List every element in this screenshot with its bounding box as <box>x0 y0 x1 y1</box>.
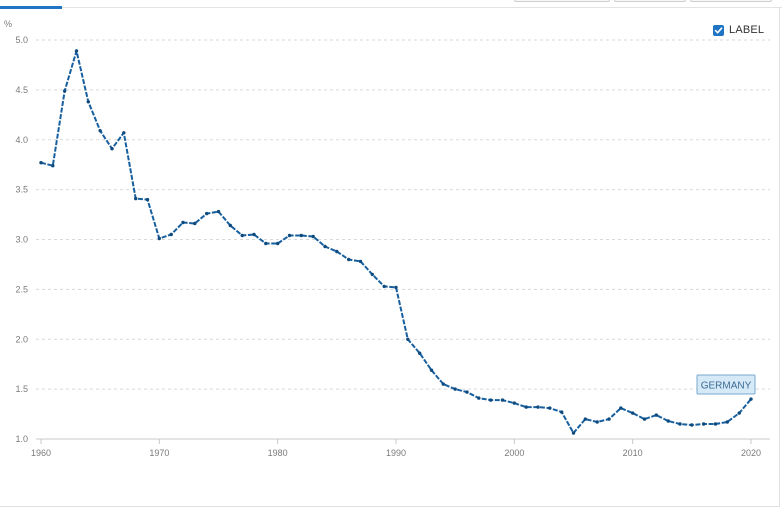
data-point[interactable] <box>370 272 374 277</box>
data-point[interactable] <box>252 232 256 237</box>
data-point[interactable] <box>51 164 55 168</box>
y-tick-label: 2.5 <box>15 284 28 294</box>
data-point[interactable] <box>524 405 528 409</box>
series-line-germany[interactable] <box>40 50 752 434</box>
data-point[interactable] <box>489 398 493 402</box>
toolbar-button-2[interactable] <box>614 0 686 2</box>
y-tick-label: 1.0 <box>15 434 28 444</box>
data-point[interactable] <box>631 411 635 415</box>
data-point[interactable] <box>536 405 540 409</box>
data-point[interactable] <box>560 410 564 414</box>
data-point[interactable] <box>335 249 339 254</box>
label-toggle-text: LABEL <box>729 24 765 36</box>
data-point[interactable] <box>713 422 718 426</box>
data-point[interactable] <box>607 417 611 421</box>
toolbar-button-3[interactable] <box>690 0 772 2</box>
data-point[interactable] <box>299 233 303 238</box>
x-tick-label: 1990 <box>386 448 406 458</box>
series-label-badge: GERMANY <box>696 374 756 395</box>
data-point[interactable] <box>595 420 599 424</box>
x-tick-label: 1970 <box>149 448 169 458</box>
data-point[interactable] <box>678 422 682 426</box>
data-point[interactable] <box>512 401 516 405</box>
y-axis-ticks: 1.0 1.5 2.0 2.5 3.0 3.5 4.0 4.5 5.0 <box>15 35 28 444</box>
data-point[interactable] <box>122 131 126 135</box>
toolbar-button-1[interactable] <box>514 0 610 2</box>
x-tick-label: 2010 <box>623 448 643 458</box>
data-point[interactable] <box>690 423 694 427</box>
data-point[interactable] <box>169 232 173 237</box>
x-tick-label: 1960 <box>31 448 51 458</box>
label-toggle[interactable]: LABEL <box>713 24 764 36</box>
x-axis-ticks: 1960 1970 1980 1990 2000 2010 2020 <box>31 439 761 458</box>
panel-right-border <box>779 8 780 506</box>
data-point[interactable] <box>276 241 280 246</box>
data-point[interactable] <box>323 244 327 249</box>
gridlines <box>36 39 770 390</box>
data-point[interactable] <box>205 211 209 216</box>
data-point[interactable] <box>619 406 623 410</box>
checkmark-icon <box>714 26 723 33</box>
data-point[interactable] <box>193 221 197 226</box>
top-divider <box>0 7 782 8</box>
data-point[interactable] <box>98 129 102 133</box>
data-point[interactable] <box>240 233 244 238</box>
data-point[interactable] <box>145 197 150 202</box>
data-point[interactable] <box>749 397 753 401</box>
data-point[interactable] <box>216 209 221 214</box>
data-point[interactable] <box>702 422 706 426</box>
data-point[interactable] <box>654 413 658 417</box>
data-point[interactable] <box>725 420 729 424</box>
y-tick-label: 3.5 <box>15 185 28 195</box>
data-point[interactable] <box>228 223 232 228</box>
y-axis-unit-label: % <box>4 19 12 29</box>
data-point[interactable] <box>418 351 422 355</box>
data-point[interactable] <box>287 233 292 238</box>
x-tick-label: 2020 <box>741 448 761 458</box>
data-point[interactable] <box>74 49 79 53</box>
label-checkbox[interactable] <box>713 24 724 36</box>
x-tick-label: 2000 <box>504 448 524 458</box>
data-point[interactable] <box>394 285 398 290</box>
x-tick-label: 1980 <box>268 448 288 458</box>
active-tab-indicator[interactable] <box>0 6 62 9</box>
data-point[interactable] <box>62 89 67 93</box>
data-point[interactable] <box>406 337 410 341</box>
data-point[interactable] <box>477 396 481 400</box>
data-point[interactable] <box>86 100 91 104</box>
series-points <box>39 49 753 435</box>
data-point[interactable] <box>453 387 457 391</box>
data-point[interactable] <box>737 411 741 415</box>
data-point[interactable] <box>264 241 268 246</box>
data-point[interactable] <box>157 236 161 241</box>
y-tick-label: 1.5 <box>15 384 28 394</box>
data-point[interactable] <box>429 368 434 372</box>
data-point[interactable] <box>500 398 505 402</box>
series-label-text: GERMANY <box>701 381 752 392</box>
data-point[interactable] <box>181 220 185 225</box>
y-tick-label: 4.0 <box>15 135 28 145</box>
data-point[interactable] <box>465 390 469 394</box>
data-point[interactable] <box>642 417 647 421</box>
data-point[interactable] <box>347 257 351 262</box>
data-point[interactable] <box>382 284 386 289</box>
data-point[interactable] <box>571 431 576 435</box>
data-point[interactable] <box>548 406 552 410</box>
data-point[interactable] <box>311 234 315 239</box>
y-tick-label: 4.5 <box>15 85 28 95</box>
y-tick-label: 2.0 <box>15 334 28 344</box>
data-point[interactable] <box>39 161 43 165</box>
panel-bottom-border <box>0 506 780 507</box>
data-point[interactable] <box>110 147 114 151</box>
data-point[interactable] <box>441 382 445 386</box>
y-tick-label: 5.0 <box>15 35 28 45</box>
y-tick-label: 3.0 <box>15 235 28 245</box>
data-point[interactable] <box>666 419 670 423</box>
data-point[interactable] <box>134 196 138 201</box>
data-point[interactable] <box>358 259 363 264</box>
data-point[interactable] <box>583 417 587 421</box>
